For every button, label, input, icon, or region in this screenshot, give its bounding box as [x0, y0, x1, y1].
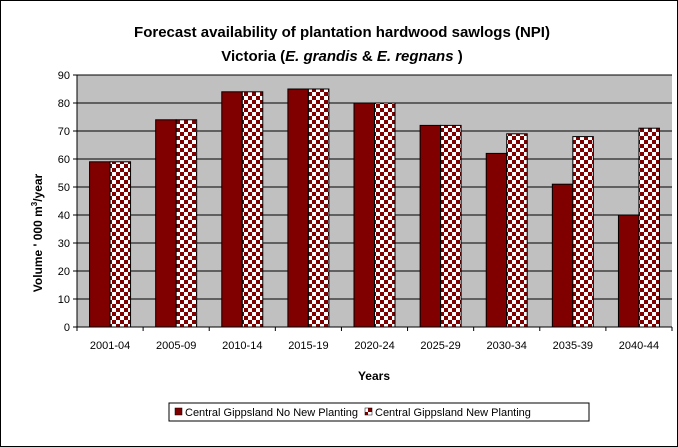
x-tick-label: 2040-44: [619, 340, 659, 352]
bar-no-new-planting: [155, 119, 177, 328]
y-tick-label: 50: [58, 182, 70, 194]
x-tick-label: 2020-24: [354, 340, 394, 352]
bar-new-planting: [241, 91, 264, 328]
x-tick-label: 2035-39: [553, 340, 593, 352]
x-tick-label: 2001-04: [90, 340, 130, 352]
bar-no-new-planting: [353, 102, 375, 328]
y-tick-labels: 0 10 20 30 40 50 60 70 80 90: [58, 70, 77, 334]
y-tick-label: 60: [58, 154, 70, 166]
x-tick-labels: 2001-04 2005-09 2010-14 2015-19 2020-24 2025-…: [76, 327, 673, 352]
bar-new-planting: [307, 88, 330, 328]
y-tick-label: 30: [58, 238, 70, 250]
y-tick-label: 70: [58, 126, 70, 138]
y-tick-label: 80: [58, 98, 70, 110]
bar-new-planting: [175, 119, 198, 328]
legend-box: [168, 402, 590, 422]
bar-no-new-planting: [221, 91, 243, 328]
bar-no-new-planting: [287, 88, 309, 328]
y-tick-label: 20: [58, 266, 70, 278]
x-tick-label: 2025-29: [420, 340, 460, 352]
x-tick-label: 2030-34: [487, 340, 527, 352]
bar-new-planting: [109, 161, 132, 328]
bar-new-planting: [374, 102, 396, 328]
bar-no-new-planting: [551, 183, 574, 328]
y-tick-label: 10: [58, 294, 70, 306]
bar-no-new-planting: [89, 161, 111, 328]
bar-new-planting: [440, 124, 462, 328]
legend-swatch-no-new-planting: [174, 407, 183, 416]
axes: [76, 75, 672, 328]
legend-label-no-new-planting: Central Gippsland No New Planting: [185, 407, 358, 419]
y-tick-label: 90: [58, 70, 70, 82]
bar-no-new-planting: [617, 214, 640, 328]
x-axis-title: Years: [358, 369, 390, 383]
bar-no-new-planting: [419, 124, 442, 328]
bars: [89, 88, 660, 328]
legend-swatch-new-planting: [364, 407, 373, 416]
y-axis-title: Volume ' 000 m3/year: [30, 173, 45, 292]
bar-new-planting: [638, 127, 660, 328]
bar-new-planting: [572, 136, 594, 328]
bar-new-planting: [506, 133, 528, 328]
chart-title-line2: Victoria (E. grandis & E. regnans ): [221, 48, 463, 65]
x-tick-label: 2015-19: [288, 340, 328, 352]
y-tick-label: 0: [64, 322, 70, 334]
legend-label-new-planting: Central Gippsland New Planting: [375, 407, 531, 419]
x-tick-label: 2010-14: [222, 340, 262, 352]
chart-title-line1: Forecast availability of plantation hard…: [134, 24, 550, 41]
x-tick-label: 2005-09: [156, 340, 196, 352]
bar-no-new-planting: [485, 152, 508, 328]
y-tick-label: 40: [58, 210, 70, 222]
legend: Central Gippsland No New Planting Centra…: [168, 402, 590, 422]
